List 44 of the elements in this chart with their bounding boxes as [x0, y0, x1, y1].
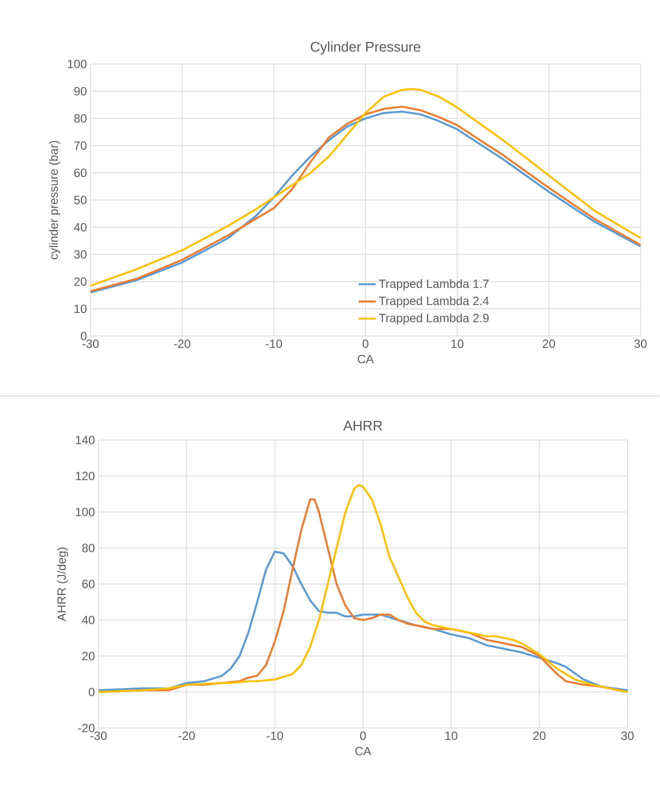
- x-tick-label: -10: [266, 732, 284, 740]
- x-tick-label: -10: [266, 340, 282, 348]
- legend-label: Trapped Lambda 2.9: [378, 314, 489, 325]
- y-tick-label: 20: [82, 652, 95, 660]
- y-tick-label: 60: [82, 580, 95, 588]
- y-tick-label: 120: [76, 472, 95, 480]
- x-tick-label: 0: [360, 732, 366, 740]
- x-tick-label: 30: [621, 732, 634, 740]
- y-tick-label: 70: [74, 141, 87, 150]
- y-axis-title: AHRR (J/deg): [57, 548, 68, 622]
- y-tick-label: 80: [82, 544, 95, 552]
- x-tick-label: -20: [178, 732, 195, 740]
- x-axis-title: CA: [358, 354, 374, 364]
- legend-label: Trapped Lambda 2.4: [378, 296, 489, 308]
- x-tick-label: -30: [82, 340, 99, 348]
- y-axis-title: cylinder pressure (bar): [49, 140, 60, 260]
- y-tick-label: 0: [88, 688, 95, 696]
- x-axis-title: CA: [355, 746, 372, 756]
- line-series: [98, 550, 628, 692]
- y-tick-label: -20: [78, 724, 95, 732]
- x-tick-label: 10: [451, 340, 464, 348]
- y-tick-label: 140: [76, 436, 95, 444]
- y-tick-label: 100: [68, 60, 87, 68]
- y-tick-label: 40: [82, 616, 95, 624]
- y-tick-label: 90: [74, 86, 87, 96]
- y-tick-label: 20: [74, 277, 87, 286]
- y-tick-label: 50: [74, 196, 87, 204]
- x-tick-label: 10: [445, 732, 458, 740]
- chart-title: Cylinder Pressure: [310, 41, 420, 54]
- y-tick-label: 0: [80, 332, 87, 340]
- y-tick-label: 40: [74, 222, 87, 232]
- x-tick-label: -30: [90, 732, 107, 740]
- y-tick-label: 60: [74, 168, 87, 178]
- x-tick-label: 20: [533, 732, 546, 740]
- x-tick-label: 20: [542, 340, 556, 348]
- x-tick-label: 0: [362, 340, 368, 348]
- y-tick-label: 100: [76, 508, 95, 516]
- legend-label: Trapped Lambda 1.7: [378, 279, 489, 290]
- x-tick-label: -20: [174, 340, 190, 348]
- y-tick-label: 80: [74, 114, 87, 123]
- y-tick-label: 30: [74, 250, 87, 259]
- x-tick-label: 30: [634, 340, 647, 348]
- y-tick-label: 10: [74, 304, 87, 314]
- chart-title: AHRR: [343, 420, 382, 430]
